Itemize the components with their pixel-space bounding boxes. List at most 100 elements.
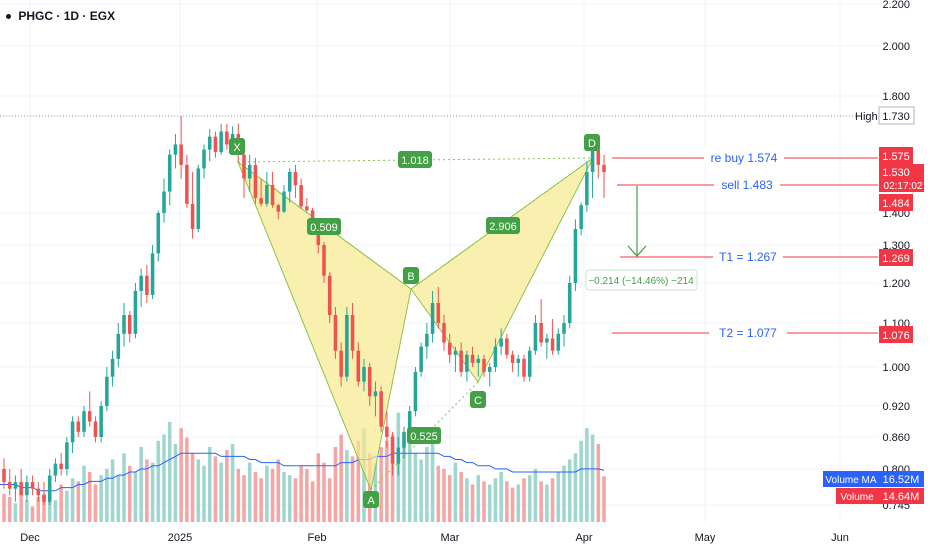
candle-body (345, 315, 349, 377)
candle (13, 475, 18, 502)
candle (522, 354, 526, 382)
candle-body (173, 144, 178, 155)
time-tick-label: 2025 (168, 532, 192, 544)
volume-bar (259, 478, 263, 522)
volume-bars (2, 412, 606, 522)
volume-bar (453, 462, 458, 522)
candle (385, 411, 389, 448)
ticker-exchange: EGX (89, 9, 116, 23)
sell-badge-box (879, 194, 913, 211)
volume-bar (25, 500, 29, 522)
measure-tool: −0.214 (−14.46%) −214 (585, 186, 698, 291)
candle (367, 362, 372, 406)
volume-bar (550, 478, 555, 522)
candle (539, 299, 543, 347)
volume-value-box (879, 488, 924, 504)
time-axis[interactable]: Dec 2025 Feb Mar Apr May Jun (20, 532, 849, 544)
countdown-value: 02:17:02 (884, 181, 923, 192)
candle-body (299, 185, 303, 207)
volume-bar (247, 462, 252, 522)
volume-bar (567, 459, 572, 522)
ratio-xd-box (398, 151, 432, 168)
t1-badge-box (879, 249, 913, 266)
volume-bar (202, 465, 206, 522)
volume-bar (390, 434, 395, 522)
candle (333, 307, 338, 359)
candle-body (333, 315, 338, 351)
candle-body (539, 323, 543, 343)
candle-body (579, 205, 583, 229)
candle-body (82, 411, 86, 432)
candle (550, 319, 555, 355)
volume-bar (482, 481, 486, 522)
candle-body (470, 354, 475, 363)
candle (2, 458, 6, 489)
volume-bar (42, 493, 46, 522)
candle (510, 350, 515, 372)
measure-arrow-head (627, 245, 647, 257)
volume-bar (516, 484, 521, 522)
candle-body (522, 358, 526, 377)
volume-bar (282, 472, 286, 522)
candle-body (545, 338, 549, 343)
volume-bar (590, 434, 595, 522)
candle (25, 475, 29, 502)
candle-body (287, 172, 292, 192)
volume-bar (276, 459, 281, 522)
candle (470, 346, 475, 367)
volume-bar (13, 503, 18, 522)
candle (327, 272, 332, 323)
candle-body (556, 333, 561, 351)
candle-body (185, 164, 189, 204)
volume-bar (585, 428, 589, 522)
candle (87, 391, 92, 427)
ratio-ac: 0.525 (410, 431, 438, 443)
candle (270, 172, 275, 208)
candle (225, 123, 229, 150)
candle-body (562, 323, 566, 334)
candle (242, 149, 246, 199)
time-tick-label: Feb (308, 532, 327, 544)
candle-body (413, 371, 418, 412)
sell-badge-value: 1.484 (882, 198, 910, 210)
volume-bar (225, 450, 229, 522)
volume-bar (493, 478, 498, 522)
candle-body (276, 205, 281, 212)
volume-bar (327, 478, 332, 522)
ticker-sep-1: · (56, 9, 64, 23)
volume-ma-line (0, 452, 605, 492)
volume-bar (59, 484, 63, 522)
candle-body (145, 275, 149, 295)
volume-bar (122, 453, 126, 522)
candle-body (487, 367, 492, 372)
high-badge-value: 1.730 (882, 111, 910, 123)
candle (202, 144, 206, 179)
point-d-label: D (588, 138, 596, 150)
candle (7, 469, 12, 496)
candle (339, 342, 343, 387)
volume-bar (476, 475, 481, 522)
volume-bar (253, 472, 258, 522)
volume-bar (470, 484, 475, 522)
point-c-label: C (474, 395, 482, 407)
candle (482, 354, 486, 377)
volume-bar (242, 475, 246, 522)
candle-body (465, 354, 469, 372)
candle (293, 164, 298, 199)
volume-bar (602, 476, 606, 522)
candle-body (202, 149, 206, 169)
volume-bar (185, 437, 189, 522)
sell-label: sell 1.483 (721, 178, 773, 192)
candle-body (225, 131, 229, 145)
ratio-ac-box (407, 427, 441, 444)
candle (590, 144, 595, 199)
pattern-point-labels: X A B C D 1.018 0.509 2.906 0.525 (229, 134, 600, 508)
candle (259, 178, 263, 207)
volume-bar (230, 443, 235, 522)
ratio-xd: 1.018 (401, 155, 429, 167)
volume-bar (545, 484, 549, 522)
volume-bar (539, 481, 543, 522)
volume-bar (213, 456, 218, 522)
candle (322, 241, 326, 283)
